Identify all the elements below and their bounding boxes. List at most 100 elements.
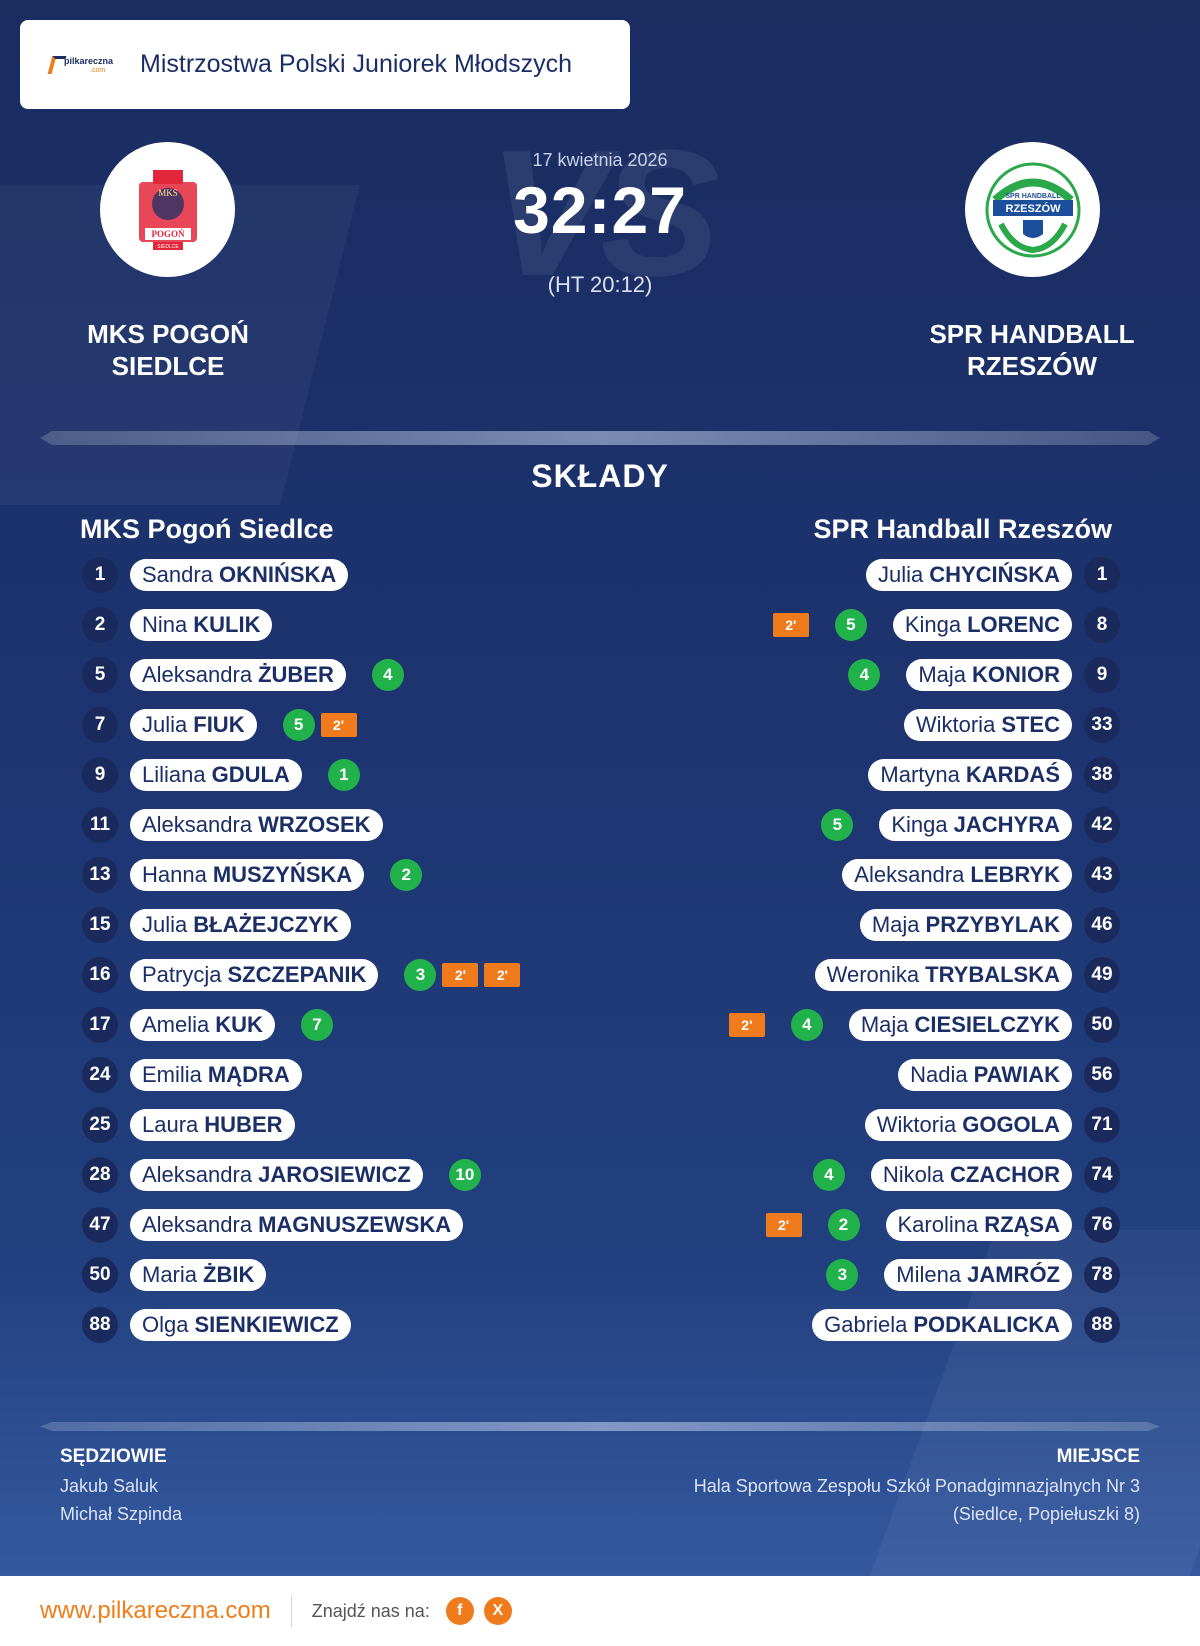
player-number: 2 — [82, 607, 118, 643]
player-name: Aleksandra MAGNUSZEWSKA — [130, 1209, 464, 1241]
player-row: 25 Laura HUBER — [82, 1107, 295, 1143]
goals-badge: 5 — [282, 709, 315, 741]
player-row: 2 Nina KULIK — [82, 607, 273, 643]
player-first-name: Olga — [142, 1312, 189, 1337]
player-name: Kinga LORENC — [892, 609, 1072, 641]
away-team-logo: SPR HANDBALL RZESZÓW — [965, 142, 1100, 277]
match-report-panel: VS pilkareczna .com Mistrzostwa Polski J… — [0, 0, 1200, 1576]
player-last-name: KARDAŚ — [965, 762, 1060, 787]
player-name: Aleksandra ŻUBER — [130, 659, 346, 691]
suspension-badge: 2' — [442, 963, 479, 987]
player-number: 71 — [1084, 1107, 1120, 1143]
player-number: 56 — [1084, 1057, 1120, 1093]
player-last-name: WRZOSEK — [258, 812, 371, 837]
venue-name: Hala Sportowa Zespołu Szkół Ponadgimnazj… — [693, 1476, 1140, 1496]
competition-name: Mistrzostwa Polski Juniorek Młodszych — [140, 50, 573, 78]
suspension-badge: 2' — [772, 613, 809, 637]
player-row: 13 Hanna MUSZYŃSKA 2 — [82, 857, 423, 893]
player-number: 15 — [82, 907, 118, 943]
player-name: Maja CIESIELCZYK — [848, 1009, 1072, 1041]
player-number: 28 — [82, 1157, 118, 1193]
player-first-name: Wiktoria — [876, 1112, 957, 1137]
player-last-name: MAGNUSZEWSKA — [258, 1212, 452, 1237]
player-row: 8 Kinga LORENC 5 2' — [772, 607, 1120, 643]
goals-badge: 3 — [404, 959, 437, 991]
vs-watermark: VS — [487, 113, 720, 314]
venue-title: MIEJSCE — [1056, 1446, 1140, 1467]
player-number: 1 — [1084, 557, 1120, 593]
player-first-name: Julia — [142, 712, 188, 737]
player-last-name: ŻUBER — [258, 662, 334, 687]
goals-badge: 4 — [848, 659, 881, 691]
player-row: 1 Sandra OKNIŃSKA — [82, 557, 349, 593]
player-row: 74 Nikola CZACHOR 4 — [812, 1157, 1120, 1193]
referee-name: Jakub Saluk — [60, 1476, 159, 1496]
player-first-name: Kinga — [904, 612, 962, 637]
player-name: Maja PRZYBYLAK — [859, 909, 1072, 941]
player-first-name: Aleksandra — [142, 1162, 253, 1187]
player-number: 7 — [82, 707, 118, 743]
player-first-name: Hanna — [142, 862, 207, 887]
player-name: Kinga JACHYRA — [879, 809, 1072, 841]
home-lineup-title: MKS Pogoń Siedlce — [80, 514, 334, 544]
player-first-name: Maria — [142, 1262, 198, 1287]
player-first-name: Patrycja — [142, 962, 222, 987]
rzeszow-crest-icon: SPR HANDBALL RZESZÓW — [985, 162, 1080, 257]
goals-badge: 10 — [448, 1159, 481, 1191]
player-number: 50 — [1084, 1007, 1120, 1043]
player-name: Wiktoria STEC — [903, 709, 1072, 741]
player-first-name: Julia — [142, 912, 188, 937]
player-last-name: TRYBALSKA — [925, 962, 1060, 987]
section-divider — [40, 431, 1160, 445]
player-number: 1 — [82, 557, 118, 593]
player-name: Patrycja SZCZEPANIK — [130, 959, 379, 991]
pilkareczna-logo[interactable]: pilkareczna .com — [47, 50, 120, 80]
player-row: 28 Aleksandra JAROSIEWICZ 10 — [82, 1157, 481, 1193]
player-last-name: PAWIAK — [973, 1062, 1060, 1087]
brand-suffix: .com — [90, 66, 106, 74]
player-row: 56 Nadia PAWIAK — [898, 1057, 1120, 1093]
player-first-name: Martyna — [880, 762, 960, 787]
player-number: 49 — [1084, 957, 1120, 993]
footer-separator — [290, 1595, 292, 1627]
player-row: 50 Maja CIESIELCZYK 4 2' — [728, 1007, 1120, 1043]
player-last-name: OKNIŃSKA — [218, 562, 337, 587]
player-row: 5 Aleksandra ŻUBER 4 — [82, 657, 404, 693]
player-row: 78 Milena JAMRÓZ 3 — [826, 1257, 1120, 1293]
player-name: Nina KULIK — [130, 609, 273, 641]
player-number: 11 — [82, 807, 118, 843]
player-last-name: LORENC — [967, 612, 1060, 637]
x-icon[interactable]: X — [483, 1597, 512, 1625]
player-name: Nadia PAWIAK — [898, 1059, 1072, 1091]
player-number: 16 — [82, 957, 118, 993]
player-first-name: Emilia — [142, 1062, 202, 1087]
player-name: Wiktoria GOGOLA — [864, 1109, 1072, 1141]
away-lineup-title: SPR Handball Rzeszów — [813, 514, 1112, 544]
facebook-icon[interactable]: f — [445, 1597, 474, 1625]
player-number: 88 — [1084, 1307, 1120, 1343]
goals-badge: 1 — [327, 759, 360, 791]
player-last-name: ŻBIK — [203, 1262, 255, 1287]
player-first-name: Nina — [142, 612, 188, 637]
player-number: 25 — [82, 1107, 118, 1143]
player-row: 47 Aleksandra MAGNUSZEWSKA — [82, 1207, 464, 1243]
referees-title: SĘDZIOWIE — [60, 1446, 167, 1467]
player-last-name: BŁAŻEJCZYK — [193, 912, 339, 937]
player-last-name: STEC — [1001, 712, 1060, 737]
find-us-label: Znajdź nas na: — [311, 1600, 430, 1621]
player-last-name: RZĄSA — [984, 1212, 1060, 1237]
player-first-name: Julia — [877, 562, 924, 587]
player-last-name: FIUK — [193, 712, 245, 737]
competition-header: pilkareczna .com Mistrzostwa Polski Juni… — [20, 20, 630, 109]
away-team-name: SPR HANDBALL RZESZÓW — [929, 319, 1135, 381]
player-last-name: CZACHOR — [950, 1162, 1060, 1187]
website-link[interactable]: www.pilkareczna.com — [40, 1597, 271, 1624]
player-first-name: Nikola — [882, 1162, 944, 1187]
player-name: Sandra OKNIŃSKA — [130, 559, 349, 591]
player-row: 38 Martyna KARDAŚ — [868, 757, 1120, 793]
svg-text:SIEDLCE: SIEDLCE — [157, 244, 179, 250]
player-row: 49 Weronika TRYBALSKA — [814, 957, 1120, 993]
player-row: 15 Julia BŁAŻEJCZYK — [82, 907, 351, 943]
player-name: Julia BŁAŻEJCZYK — [130, 909, 351, 941]
svg-text:RZESZÓW: RZESZÓW — [1005, 202, 1061, 215]
